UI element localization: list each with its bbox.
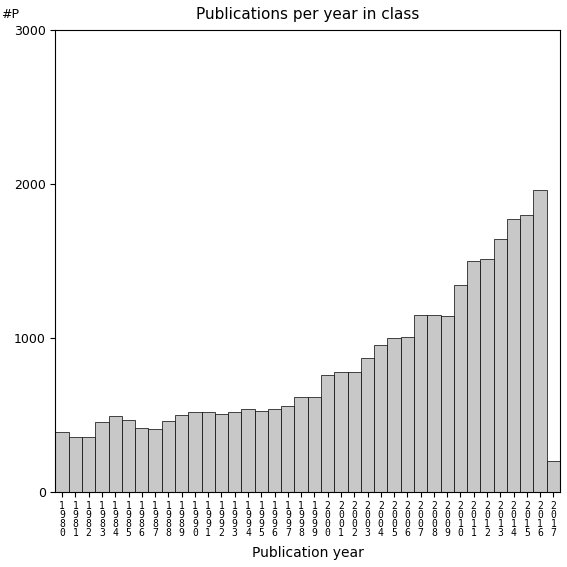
Bar	[387, 338, 401, 492]
Bar	[507, 219, 520, 492]
Bar	[547, 461, 560, 492]
Bar	[374, 345, 387, 492]
Bar	[294, 397, 308, 492]
X-axis label: Publication year: Publication year	[252, 546, 363, 560]
Bar	[281, 406, 294, 492]
Bar	[480, 259, 494, 492]
Bar	[135, 428, 149, 492]
Bar	[361, 358, 374, 492]
Bar	[401, 337, 414, 492]
Bar	[308, 397, 321, 492]
Bar	[82, 437, 95, 492]
Bar	[441, 316, 454, 492]
Bar	[215, 414, 228, 492]
Bar	[414, 315, 428, 492]
Bar	[348, 373, 361, 492]
Bar	[162, 421, 175, 492]
Bar	[149, 429, 162, 492]
Bar	[201, 412, 215, 492]
Bar	[242, 408, 255, 492]
Bar	[335, 373, 348, 492]
Bar	[454, 285, 467, 492]
Title: Publications per year in class: Publications per year in class	[196, 7, 420, 22]
Bar	[255, 411, 268, 492]
Bar	[69, 437, 82, 492]
Bar	[534, 190, 547, 492]
Bar	[188, 412, 201, 492]
Bar	[268, 408, 281, 492]
Bar	[175, 414, 188, 492]
Bar	[56, 431, 69, 492]
Bar	[467, 261, 480, 492]
Bar	[520, 215, 534, 492]
Bar	[109, 416, 122, 492]
Y-axis label: #P: #P	[1, 8, 19, 21]
Bar	[122, 420, 135, 492]
Bar	[428, 315, 441, 492]
Bar	[321, 375, 335, 492]
Bar	[95, 422, 109, 492]
Bar	[494, 239, 507, 492]
Bar	[228, 412, 242, 492]
